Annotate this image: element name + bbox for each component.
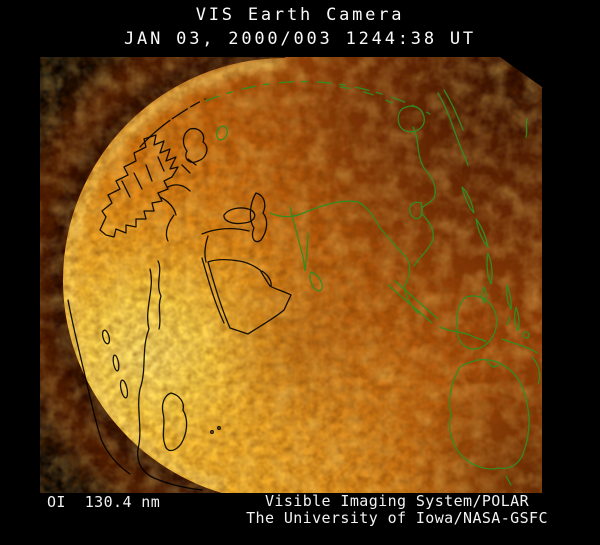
page-title: VIS Earth Camera [195,5,405,25]
instrument-credit: Visible Imaging System/POLAR [264,492,530,510]
coastline-scandinavia [99,134,179,238]
coastline-madagascar [161,392,188,452]
coastline-anatolia-levant [201,227,250,263]
coastline-sumatra-java [387,280,487,343]
coastline-kamchatka [437,89,469,166]
coastline-philippines [505,284,520,332]
image-timestamp: JAN 03, 2000/003 1244:38 UT [124,29,476,49]
coastline-australia [448,358,530,486]
coastline-nile [157,260,162,330]
coastline-korea-loop [409,201,423,220]
coastline-east-asia [412,126,436,267]
frame-corner-clip [500,57,542,87]
coastline-island-dot [210,430,214,434]
coastline-africa-east [137,268,203,491]
coastline-new-guinea [501,338,541,385]
coastline-borneo [456,295,498,350]
coastline-south-asia [269,200,419,314]
coastline-edge-dash [525,118,528,138]
coastline-island-dot [217,426,221,430]
coastline-arctic-island [216,125,228,141]
coastline-caspian-sea [249,192,268,243]
coastline-lake [112,354,120,372]
coastline-baltic [159,184,191,242]
coastline-arctic-dash [339,86,393,104]
day-coastline-overlay [67,98,292,491]
coastline-japan [461,186,493,304]
wavelength-label: OI 130.4 nm [47,493,161,511]
coastline-fjords [121,156,197,198]
earth-image-frame [40,57,542,493]
coastline-red-sea [201,257,225,324]
coastline-island-loop [522,331,530,339]
coastline-white-sea [182,127,208,163]
earth-image [40,57,542,493]
coastline-okhotsk [397,105,425,133]
coastline-black-sea [223,207,256,225]
coastline-lake [101,329,111,345]
coastline-lake [119,379,129,399]
coastline-india-srilanka [289,206,323,292]
coastline-africa-west [67,299,131,475]
night-coastline-overlay [205,80,541,486]
coastline-arabia [207,258,292,335]
coastline-arctic-terminator [205,80,431,115]
institution-credit: The University of Iowa/NASA-GSFC [246,509,548,527]
noise-texture-light [40,57,542,493]
